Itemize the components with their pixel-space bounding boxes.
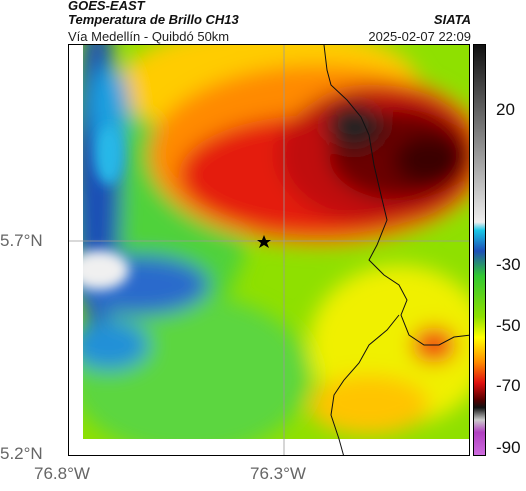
colorbar — [473, 44, 486, 456]
agency-label: SIATA — [433, 12, 471, 27]
datetime-label: 2025-02-07 22:09 — [368, 29, 471, 44]
colorbar-tick-minus50: -50 — [496, 316, 521, 335]
product-title: Temperatura de Brillo CH13 — [68, 12, 239, 27]
colorbar-tick-minus30: -30 — [496, 255, 521, 274]
brightness-temperature-map[interactable] — [68, 44, 470, 456]
route-subtitle: Vía Medellín - Quibdó 50km — [68, 29, 230, 44]
border-line-south — [330, 314, 400, 455]
colorbar-tick-minus90: -90 — [496, 438, 521, 457]
colorbar-tick-minus70: -70 — [496, 376, 521, 395]
satellite-title: GOES-EAST — [68, 0, 145, 13]
star-icon — [257, 235, 271, 248]
lon-label-76-8: 76.8°W — [34, 464, 90, 483]
lat-label-5-7: 5.7°N — [0, 231, 43, 250]
border-line — [323, 45, 469, 346]
map-svg — [69, 45, 469, 455]
colorbar-tick-20: 20 — [496, 100, 515, 119]
colorbar-gradient — [474, 45, 485, 455]
lon-label-76-3: 76.3°W — [250, 464, 306, 483]
lat-label-5-2: 5.2°N — [0, 444, 43, 463]
